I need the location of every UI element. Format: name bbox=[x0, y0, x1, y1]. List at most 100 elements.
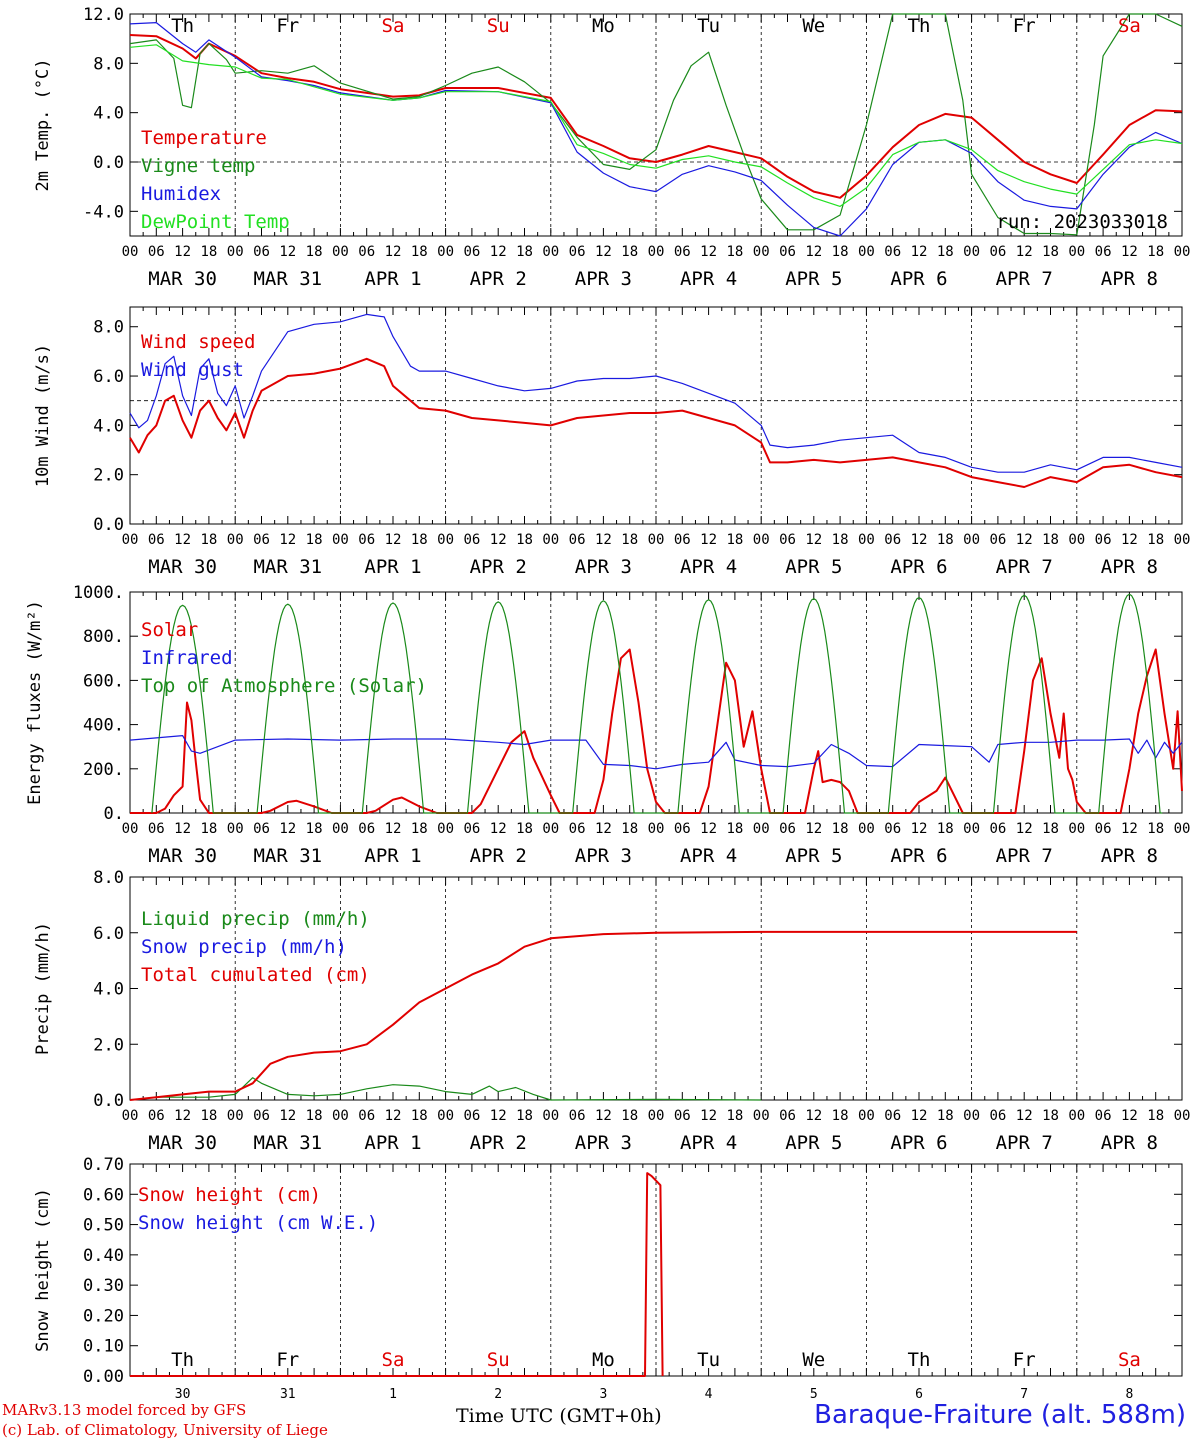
y-tick-label: 2.0 bbox=[93, 1035, 124, 1055]
y-axis-label: 10m Wind (m/s) bbox=[33, 344, 53, 487]
day-number: 3 bbox=[599, 1387, 607, 1400]
y-tick-label: 4.0 bbox=[93, 416, 124, 436]
hour-tick-label: 06 bbox=[674, 821, 691, 837]
hour-tick-label: 18 bbox=[200, 821, 217, 837]
station-name: Baraque-Fraiture (alt. 588m) bbox=[814, 1400, 1186, 1430]
date-label: APR 6 bbox=[890, 1132, 947, 1154]
date-label: APR 5 bbox=[785, 268, 842, 290]
hour-tick-label: 18 bbox=[1042, 244, 1059, 260]
hour-tick-label: 12 bbox=[174, 1108, 191, 1124]
date-label: MAR 30 bbox=[148, 268, 217, 290]
day-name: Sa bbox=[1118, 1349, 1141, 1371]
hour-tick-label: 12 bbox=[911, 244, 928, 260]
y-tick-label: 8.0 bbox=[93, 54, 124, 74]
series-line-liquid-precip-mm-h- bbox=[129, 1077, 762, 1101]
panel-4: 0.0 2.0 4.0 6.0 8.0 Precip (mm/h) Liquid preci… bbox=[33, 868, 1190, 1154]
hour-tick-label: 18 bbox=[1147, 821, 1164, 837]
hour-tick-label: 00 bbox=[332, 244, 349, 260]
hour-tick-label: 06 bbox=[989, 532, 1006, 548]
date-label: APR 7 bbox=[996, 556, 1053, 578]
hour-tick-label: 00 bbox=[753, 244, 770, 260]
hour-tick-label: 12 bbox=[490, 244, 507, 260]
y-tick-label: 200. bbox=[83, 760, 124, 780]
hour-tick-label: 00 bbox=[437, 821, 454, 837]
series-line-snow-height-cm- bbox=[130, 1172, 664, 1377]
date-label: APR 4 bbox=[680, 268, 737, 290]
hour-tick-label: 00 bbox=[963, 1108, 980, 1124]
hour-tick-label: 18 bbox=[1042, 532, 1059, 548]
hour-tick-label: 06 bbox=[1095, 821, 1112, 837]
hour-tick-label: 00 bbox=[1068, 532, 1085, 548]
series-line-vigne-temp bbox=[129, 13, 1183, 236]
legend-entry: Temperature bbox=[141, 127, 267, 149]
hour-tick-label: 06 bbox=[358, 244, 375, 260]
hour-tick-label: 06 bbox=[674, 1108, 691, 1124]
hour-tick-label: 12 bbox=[1016, 532, 1033, 548]
y-axis-label: Energy fluxes (W/m²) bbox=[25, 600, 45, 805]
hour-tick-label: 00 bbox=[122, 532, 139, 548]
hour-tick-label: 12 bbox=[490, 821, 507, 837]
day-name: Th bbox=[908, 15, 931, 37]
hour-tick-label: 12 bbox=[385, 1108, 402, 1124]
date-label: APR 8 bbox=[1101, 556, 1158, 578]
y-tick-label: 4.0 bbox=[93, 980, 124, 1000]
hour-tick-label: 00 bbox=[122, 821, 139, 837]
legend-entry: Snow height (cm) bbox=[138, 1184, 321, 1206]
series-line-top-of-atmosphere-solar- bbox=[151, 593, 1163, 814]
date-label: APR 8 bbox=[1101, 268, 1158, 290]
hour-tick-label: 12 bbox=[385, 532, 402, 548]
y-axis-label: Snow height (cm) bbox=[33, 1188, 53, 1352]
hour-tick-label: 12 bbox=[700, 244, 717, 260]
y-tick-label: 0.70 bbox=[83, 1155, 124, 1175]
hour-tick-label: 18 bbox=[621, 532, 638, 548]
day-number: 4 bbox=[705, 1387, 713, 1400]
date-label: APR 8 bbox=[1101, 1132, 1158, 1154]
legend-entry: Solar bbox=[141, 619, 198, 641]
hour-tick-label: 00 bbox=[1068, 821, 1085, 837]
hour-tick-label: 06 bbox=[253, 244, 270, 260]
legend-entry: Vigne temp bbox=[141, 155, 255, 177]
date-label: MAR 30 bbox=[148, 556, 217, 578]
hour-tick-label: 18 bbox=[411, 1108, 428, 1124]
panel-5: 0.00 0.10 0.20 0.30 0.40 0.50 0.60 0.70 Snow hei… bbox=[33, 1155, 1183, 1387]
hour-tick-label: 12 bbox=[911, 532, 928, 548]
hour-tick-label: 00 bbox=[437, 1108, 454, 1124]
day-name: Th bbox=[171, 15, 194, 37]
y-tick-label: 600. bbox=[83, 671, 124, 691]
hour-tick-label: 06 bbox=[358, 1108, 375, 1124]
hour-tick-label: 06 bbox=[569, 532, 586, 548]
y-tick-label: 4.0 bbox=[93, 104, 124, 124]
day-name: Fr bbox=[1013, 15, 1036, 37]
hour-tick-label: 00 bbox=[227, 244, 244, 260]
hour-tick-label: 18 bbox=[306, 821, 323, 837]
series-line-wind-speed bbox=[129, 357, 1183, 488]
hour-tick-label: 06 bbox=[884, 244, 901, 260]
hour-tick-label: 00 bbox=[858, 244, 875, 260]
hour-tick-label: 18 bbox=[832, 532, 849, 548]
date-label: APR 4 bbox=[680, 556, 737, 578]
hour-tick-label: 18 bbox=[937, 244, 954, 260]
hour-tick-label: 06 bbox=[253, 532, 270, 548]
hour-tick-label: 18 bbox=[621, 1108, 638, 1124]
hour-tick-label: 00 bbox=[963, 821, 980, 837]
y-tick-label: 6.0 bbox=[93, 367, 124, 387]
hour-tick-label: 00 bbox=[648, 532, 665, 548]
hour-tick-label: 18 bbox=[516, 1108, 533, 1124]
hour-tick-label: 06 bbox=[253, 1108, 270, 1124]
date-label: APR 3 bbox=[575, 268, 632, 290]
hour-tick-label: 00 bbox=[648, 1108, 665, 1124]
day-number: 2 bbox=[494, 1387, 502, 1400]
hour-tick-label: 18 bbox=[516, 532, 533, 548]
hour-tick-label: 18 bbox=[937, 1108, 954, 1124]
hour-tick-label: 00 bbox=[227, 821, 244, 837]
legend-entry: DewPoint Temp bbox=[141, 211, 290, 233]
hour-tick-label: 12 bbox=[911, 821, 928, 837]
hour-tick-label: 00 bbox=[437, 244, 454, 260]
date-label: APR 7 bbox=[996, 845, 1053, 867]
hour-tick-label: 12 bbox=[595, 821, 612, 837]
date-label: APR 6 bbox=[890, 845, 947, 867]
hour-tick-label: 00 bbox=[648, 821, 665, 837]
hour-tick-label: 06 bbox=[148, 532, 165, 548]
hour-tick-label: 00 bbox=[542, 1108, 559, 1124]
date-label: APR 4 bbox=[680, 1132, 737, 1154]
